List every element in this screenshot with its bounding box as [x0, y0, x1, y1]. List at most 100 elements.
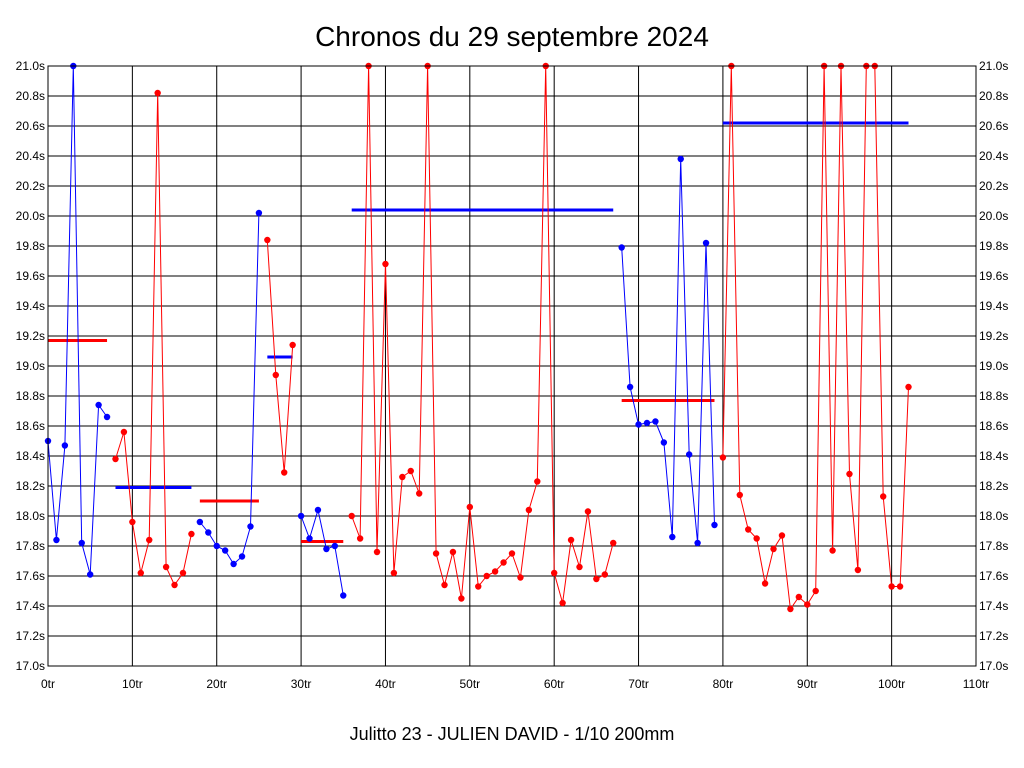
y-tick-label: 17.8s: [979, 539, 1008, 553]
data-point: [95, 401, 102, 409]
data-point: [576, 563, 583, 571]
data-point: [53, 536, 60, 544]
y-tick-label: 20.6s: [16, 119, 45, 133]
data-point: [281, 469, 288, 476]
y-tick-label: 20.8s: [979, 89, 1008, 103]
y-tick-label: 20.4s: [979, 149, 1008, 163]
series-line: [47, 65, 108, 575]
data-point: [171, 581, 178, 589]
data-point: [399, 473, 406, 481]
x-tick-label: 0tr: [41, 677, 55, 691]
data-point: [264, 236, 271, 244]
x-tick-labels: 0tr 10tr 20tr 30tr 40tr 50tr 60tr 70tr 80tr 90tr 1…: [41, 677, 989, 691]
y-tick-label: 18.8s: [16, 389, 45, 403]
data-point: [584, 508, 592, 515]
y-tick-label: 19.0s: [979, 359, 1008, 373]
data-point: [146, 536, 153, 544]
y-tick-label: 18.4s: [979, 449, 1008, 463]
data-point: [610, 539, 617, 547]
y-tick-label: 18.2s: [16, 479, 45, 493]
data-point: [441, 581, 448, 589]
data-point: [466, 503, 474, 511]
data-point: [635, 421, 642, 428]
data-point: [86, 571, 94, 578]
grid-lines: [47, 65, 977, 667]
data-point: [534, 478, 541, 485]
data-point: [593, 575, 600, 583]
data-point: [652, 418, 659, 425]
x-tick-label: 70tr: [628, 677, 649, 691]
data-point: [255, 209, 263, 217]
data-points: [44, 62, 912, 613]
y-tick-label: 19.4s: [16, 299, 45, 313]
average-lines: [48, 121, 909, 543]
data-point: [770, 545, 777, 553]
x-tick-label: 100tr: [878, 677, 905, 691]
series-line: [621, 158, 715, 544]
data-point: [888, 583, 895, 590]
data-point: [331, 542, 339, 550]
data-point: [196, 518, 204, 526]
x-tick-label: 110tr: [963, 677, 989, 691]
data-point: [162, 563, 170, 571]
data-point: [761, 580, 769, 587]
data-point: [205, 529, 212, 536]
y-tick-label: 17.6s: [979, 569, 1008, 583]
y-tick-label: 17.2s: [16, 629, 45, 643]
data-point: [626, 383, 634, 391]
y-tick-label: 20.0s: [16, 209, 45, 223]
data-point: [390, 569, 398, 577]
data-point: [685, 451, 693, 458]
y-tick-label: 21.0s: [979, 59, 1008, 73]
data-point: [677, 155, 684, 163]
data-point: [618, 244, 625, 251]
data-point: [694, 539, 701, 547]
data-point: [61, 442, 69, 449]
data-point: [458, 595, 465, 602]
data-point: [753, 535, 760, 542]
y-tick-label: 20.2s: [16, 179, 45, 193]
data-point: [702, 239, 710, 247]
data-point: [323, 545, 330, 553]
data-point: [500, 559, 507, 566]
y-tick-label: 18.2s: [979, 479, 1008, 493]
data-point: [238, 553, 246, 560]
data-point: [103, 413, 111, 421]
data-point: [416, 490, 423, 497]
y-tick-label: 19.2s: [16, 329, 45, 343]
data-point: [129, 518, 136, 526]
x-tick-label: 60tr: [544, 677, 565, 691]
y-tick-label: 19.0s: [16, 359, 45, 373]
y-tick-label: 17.0s: [979, 659, 1008, 673]
x-tick-label: 20tr: [206, 677, 227, 691]
data-point: [78, 539, 85, 547]
data-point: [896, 583, 904, 590]
data-point: [508, 550, 516, 557]
series-line: [300, 509, 344, 596]
data-point: [846, 470, 853, 478]
y-tick-label: 17.4s: [16, 599, 45, 613]
y-tick-label: 21.0s: [16, 59, 45, 73]
y-tick-label: 18.4s: [16, 449, 45, 463]
data-point: [711, 521, 718, 529]
y-tick-label: 18.6s: [16, 419, 45, 433]
y-tick-label: 19.6s: [979, 269, 1008, 283]
data-point: [601, 571, 608, 578]
y-tick-label: 18.0s: [16, 509, 45, 523]
data-point: [550, 569, 558, 577]
y-tick-label: 19.8s: [16, 239, 45, 253]
plot-frame: [47, 65, 977, 667]
data-point: [787, 605, 794, 613]
x-tick-label: 50tr: [459, 677, 480, 691]
data-point: [272, 371, 279, 379]
data-point: [154, 89, 161, 97]
series-line: [199, 212, 260, 565]
data-point: [643, 419, 651, 427]
data-point: [778, 532, 786, 539]
data-point: [475, 583, 482, 590]
data-point: [407, 467, 414, 475]
y-tick-labels-right: 17.0s 17.2s 17.4s 17.6s 17.8s 18.0s 18.2s 18.4s…: [979, 59, 1008, 673]
data-point: [905, 383, 912, 391]
series-lines: [47, 65, 909, 611]
